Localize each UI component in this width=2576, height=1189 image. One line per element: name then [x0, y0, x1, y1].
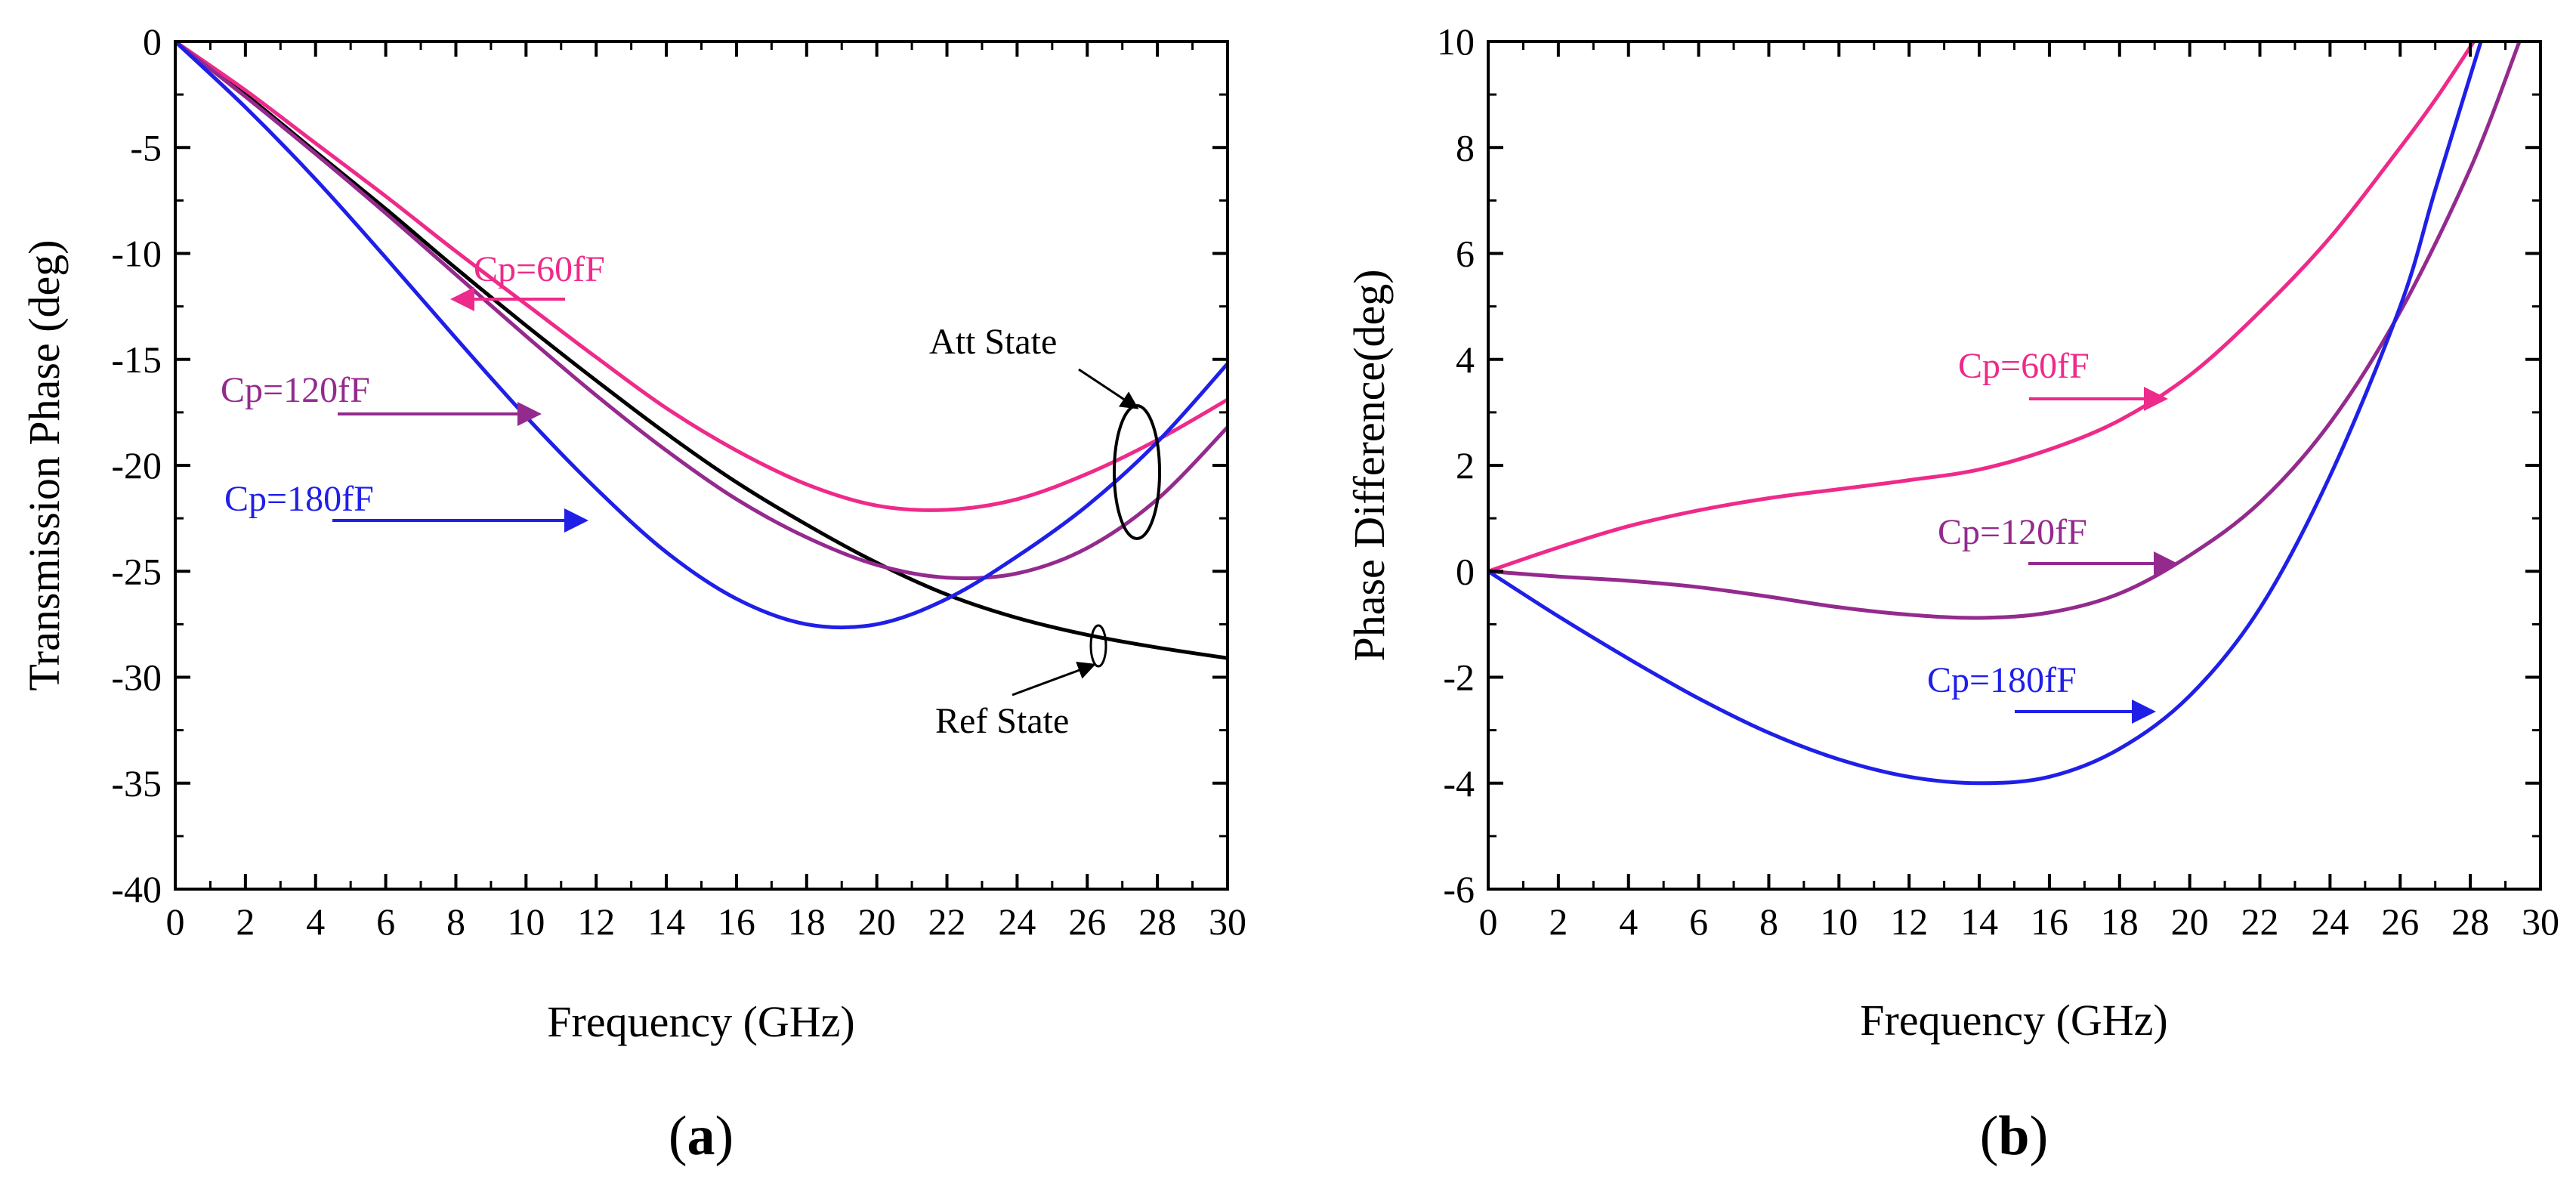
panel-b-y-tick-label: 0 [1456, 550, 1475, 592]
panel-b-x-tick-label: 22 [2241, 900, 2279, 943]
panel-a-x-tick-label: 2 [236, 900, 255, 943]
panel-b-x-tick-label: 0 [1479, 900, 1498, 943]
panel-a-cp180-annotation: Cp=180fF [224, 479, 374, 519]
panel-b-chart: 0 2 4 6 8 10 12 14 16 18 20 22 24 26 28 30-6-4-20246810… [1345, 20, 2559, 1167]
panel-a-x-tick-label: 4 [306, 900, 325, 943]
panel-a-plot-frame [174, 40, 1229, 891]
panel-b-x-tick-label: 6 [1689, 900, 1708, 943]
panel-b-x-tick-label: 24 [2311, 900, 2349, 943]
panel-b-y-tick-label: 6 [1456, 233, 1475, 275]
panel-b-x-tick-label: 18 [2101, 900, 2139, 943]
panel-a-att-state-label: Att State [929, 322, 1057, 362]
panel-a-x-tick-label: 22 [928, 900, 966, 943]
panel-b-x-tick-label: 10 [1820, 900, 1858, 943]
panel-a-y-tick-label: -40 [111, 868, 162, 910]
panel-a-y-tick-label: -30 [111, 656, 162, 699]
panel-a-x-tick-label: 10 [507, 900, 545, 943]
panel-a-y-axis-label: Transmission Phase (deg) [20, 239, 69, 690]
panel-b-y-tick-label: 10 [1437, 20, 1475, 63]
panel-a-chart: 0 2 4 6 8 10 12 14 16 18 20 22 24 26 28 30-40-35-30-25-… [20, 20, 1246, 1167]
panel-a-series-cp180-line [174, 40, 1229, 630]
panel-b-x-tick-label: 2 [1549, 900, 1568, 943]
panel-a-series-cp120-line [174, 40, 1229, 581]
panel-a-cp60-annotation: Cp=60fF [474, 249, 605, 289]
panel-a-caption: (a) [669, 1105, 734, 1167]
panel-a-att-state-ellipse [1113, 404, 1161, 540]
panel-a-y-tick-label: -5 [130, 126, 162, 168]
panel-b-y-tick-label: 2 [1456, 444, 1475, 486]
panel-a-x-tick-label: 20 [858, 900, 896, 943]
panel-b-series-cp60-line [1487, 40, 2476, 573]
panel-a-y-tick-label: -15 [111, 338, 162, 381]
panel-a-ticks-group: 0 2 4 6 8 10 12 14 16 18 20 22 24 26 28 30-40-35-30-25-… [111, 20, 1246, 943]
panel-a-x-tick-label: 28 [1138, 900, 1176, 943]
panel-b-x-axis-label: Frequency (GHz) [1860, 996, 2167, 1045]
panel-b-cp60-annotation: Cp=60fF [1958, 346, 2090, 386]
panel-b-y-tick-label: 8 [1456, 126, 1475, 168]
panel-a-x-tick-label: 16 [718, 900, 755, 943]
panel-a-x-tick-label: 24 [998, 900, 1036, 943]
panel-a-ref-state-arrow [1012, 662, 1096, 696]
panel-b-y-axis-label: Phase Difference(deg) [1345, 269, 1394, 661]
panel-b-series-cp180-line [1487, 41, 2483, 786]
panel-b-x-tick-label: 30 [2522, 900, 2559, 943]
panel-a-x-tick-label: 30 [1209, 900, 1246, 943]
panel-a-att-state-arrow [1078, 368, 1139, 409]
panel-a-series-cp60-line [174, 39, 1229, 512]
panel-a-cp120-annotation: Cp=120fF [221, 370, 370, 410]
panel-a-x-tick-label: 14 [647, 900, 685, 943]
panel-a-x-tick-label: 8 [446, 900, 465, 943]
panel-b-x-tick-label: 8 [1759, 900, 1778, 943]
panel-a-x-tick-label: 0 [166, 900, 185, 943]
panel-b-cp120-annotation: Cp=120fF [1938, 512, 2087, 552]
panel-b-x-tick-label: 4 [1619, 900, 1638, 943]
panel-a-x-tick-label: 18 [788, 900, 826, 943]
panel-a-y-tick-label: -25 [111, 550, 162, 592]
panel-a-ref-state-label: Ref State [935, 701, 1069, 741]
panel-a-x-tick-label: 6 [376, 900, 395, 943]
panel-b-x-tick-label: 16 [2031, 900, 2068, 943]
panel-b-y-tick-label: -4 [1443, 762, 1475, 805]
panel-a-series-group [174, 39, 1229, 660]
panel-b-cp180-annotation: Cp=180fF [1927, 660, 2077, 700]
panel-b-x-tick-label: 26 [2381, 900, 2419, 943]
panel-a-y-tick-label: 0 [143, 20, 162, 63]
panel-b-plot-frame [1487, 40, 2542, 891]
panel-a-y-tick-label: -10 [111, 233, 162, 275]
panel-a-y-tick-label: -35 [111, 762, 162, 805]
panel-a-x-axis-label: Frequency (GHz) [547, 997, 854, 1046]
panel-a-y-tick-label: -20 [111, 444, 162, 486]
panel-b-x-tick-label: 20 [2171, 900, 2209, 943]
panel-a-x-tick-label: 26 [1068, 900, 1106, 943]
panel-b-caption: (b) [1980, 1105, 2048, 1167]
panel-b-y-tick-label: -2 [1443, 656, 1475, 699]
panel-b-series-group [1487, 40, 2522, 786]
panel-b-x-tick-label: 12 [1890, 900, 1928, 943]
panel-b-x-tick-label: 14 [1960, 900, 1998, 943]
panel-a-ref-state-ellipse [1089, 624, 1107, 668]
panel-a-x-tick-label: 12 [577, 900, 615, 943]
panel-b-y-tick-label: 4 [1456, 338, 1475, 381]
panel-b-y-tick-label: -6 [1443, 868, 1475, 910]
panel-b-x-tick-label: 28 [2451, 900, 2489, 943]
panel-a-series-ref-line [174, 40, 1228, 660]
